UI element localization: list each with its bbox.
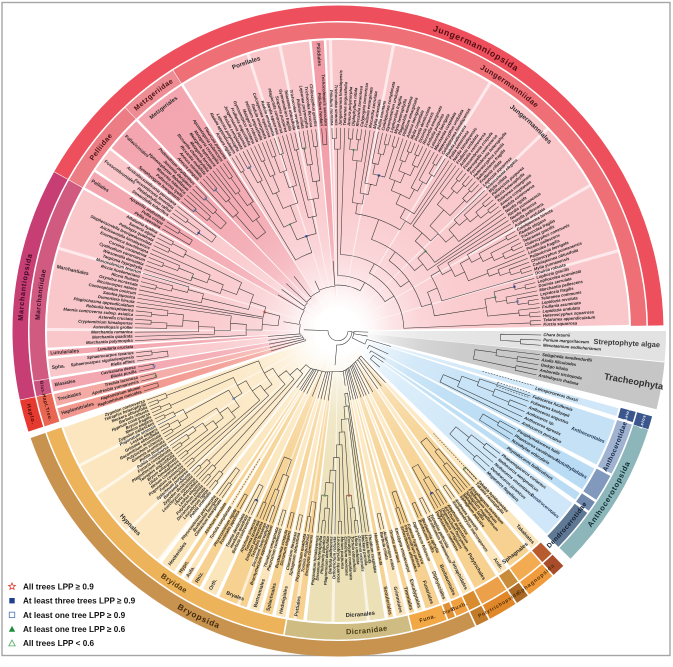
svg-text:Lepidozia undulata: Lepidozia undulata (542, 305, 580, 314)
svg-text:Ptilidiales: Ptilidiales (315, 43, 323, 66)
svg-text:Spha.: Spha. (51, 363, 66, 371)
svg-text:Philonotis japonica: Philonotis japonica (319, 535, 327, 574)
svg-text:Trichocoleopsis sacculata: Trichocoleopsis sacculata (321, 74, 329, 127)
svg-text:Treubiales: Treubiales (57, 391, 82, 403)
svg-text:Azolla filiculoides: Azolla filiculoides (540, 357, 577, 367)
svg-text:Tortula obtusifolia: Tortula obtusifolia (350, 536, 358, 573)
svg-text:Plagiomnium denticulata: Plagiomnium denticulata (323, 535, 330, 585)
svg-text:Grimmia orientalis: Grimmia orientalis (357, 535, 366, 572)
svg-text:All trees LPP ≥ 0.9: All trees LPP ≥ 0.9 (23, 582, 94, 591)
svg-text:Calypogeia tomentosa: Calypogeia tomentosa (359, 82, 369, 127)
svg-text:Telaranea appendiculatum: Telaranea appendiculatum (543, 315, 596, 323)
svg-text:Marchantia quadrata: Marchantia quadrata (92, 334, 133, 340)
svg-text:Riccardia tomentosa: Riccardia tomentosa (355, 85, 364, 127)
svg-text:Leucobryum squarrosa: Leucobryum squarrosa (336, 536, 341, 583)
svg-text:Lunularia cruciata: Lunularia cruciata (97, 344, 134, 352)
svg-text:Ptilidium hookeri: Ptilidium hookeri (317, 92, 325, 127)
svg-text:Kurzia squarrosa: Kurzia squarrosa (543, 321, 578, 327)
svg-text:Thuidium cuspidata: Thuidium cuspidata (367, 534, 378, 574)
svg-text:Hedwigiales: Hedwigiales (278, 585, 290, 614)
svg-text:Encalypta complanata: Encalypta complanata (347, 536, 354, 581)
svg-text:Sphaerocarpos texanus: Sphaerocarpos texanus (87, 350, 135, 360)
svg-text:Timmiales: Timmiales (402, 586, 414, 611)
svg-text:Diplophyllum nitida: Diplophyllum nitida (350, 87, 358, 126)
svg-text:Diph.: Diph. (442, 606, 456, 615)
svg-text:Dicranales: Dicranales (346, 611, 376, 619)
svg-text:Leio.: Leio. (623, 409, 631, 421)
svg-text:Chiloscyphus gracilis: Chiloscyphus gracilis (309, 84, 319, 128)
svg-text:All trees LPP < 0.6: All trees LPP < 0.6 (23, 639, 95, 648)
svg-text:Orth.: Orth. (208, 578, 219, 592)
svg-text:Chara braunii: Chara braunii (543, 332, 571, 338)
svg-text:Riella affinis: Riella affinis (110, 358, 135, 367)
svg-text:Pogonatum himalayensis: Pogonatum himalayensis (310, 535, 320, 586)
svg-text:Frullania emarginata: Frullania emarginata (363, 86, 374, 127)
svg-text:Dumortiera hirsuta: Dumortiera hirsuta (98, 294, 136, 304)
svg-text:Blas.: Blas. (39, 381, 46, 395)
svg-text:Neckera pumila: Neckera pumila (360, 535, 369, 567)
svg-text:Scouleriales: Scouleriales (382, 586, 393, 616)
svg-text:Haplo.: Haplo. (25, 403, 36, 425)
svg-text:Climacium montana: Climacium montana (343, 536, 349, 576)
svg-text:Tortula angustifolia: Tortula angustifolia (300, 533, 311, 572)
svg-text:Riccardia serrulata: Riccardia serrulata (368, 90, 379, 128)
svg-text:Grimmiales: Grimmiales (392, 586, 404, 614)
svg-text:Lejeunea polymorpha: Lejeunea polymorpha (298, 85, 310, 129)
svg-text:Telaranea communis: Telaranea communis (541, 289, 583, 300)
svg-text:At least three trees LPP ≥ 0.9: At least three trees LPP ≥ 0.9 (23, 597, 136, 606)
svg-text:Streptophyte algae: Streptophyte algae (593, 337, 660, 349)
svg-text:Telaranea angustifolia: Telaranea angustifolia (342, 81, 348, 125)
svg-text:Lepidozia revoluta: Lepidozia revoluta (541, 295, 578, 305)
svg-text:Dicranum heterophylla: Dicranum heterophylla (315, 535, 324, 581)
svg-text:Leios.: Leios. (638, 412, 647, 429)
svg-text:At least one tree LPP ≥ 0.6: At least one tree LPP ≥ 0.6 (23, 625, 126, 634)
svg-text:Trichocolea sinensis: Trichocolea sinensis (334, 85, 339, 127)
svg-text:Barbula ciliata: Barbula ciliata (379, 531, 390, 560)
svg-text:Lunulariales: Lunulariales (50, 348, 79, 356)
svg-text:Trichocolea flexuosa: Trichocolea flexuosa (304, 86, 314, 128)
svg-text:Mylia orientalis: Mylia orientalis (372, 98, 382, 129)
svg-text:Hookeria hirsuta: Hookeria hirsuta (373, 533, 384, 567)
svg-text:Asterella cruciata: Asterella cruciata (97, 314, 133, 321)
svg-text:Lepidozia fragilis: Lepidozia fragilis (540, 286, 575, 297)
svg-text:Reboulia hemisphaerica: Reboulia hemisphaerica (86, 303, 135, 313)
svg-text:Ginkgo biloba: Ginkgo biloba (540, 362, 569, 372)
svg-text:Pottiales: Pottiales (294, 596, 303, 617)
svg-text:Blasia pusilla: Blasia pusilla (110, 369, 138, 379)
svg-text:Cavicularia densa: Cavicularia densa (101, 364, 137, 375)
svg-text:Orthotrichum robusta: Orthotrichum robusta (331, 536, 337, 580)
svg-text:Jungermannia himalayensis: Jungermannia himalayensis (338, 69, 344, 125)
svg-text:At least one tree LPP ≥ 0.9: At least one tree LPP ≥ 0.9 (23, 611, 126, 620)
svg-text:Rhiz.: Rhiz. (194, 570, 205, 584)
svg-text:Mesotaenium endlicherianum: Mesotaenium endlicherianum (543, 343, 602, 352)
svg-text:Mannia controversa subsp. asia: Mannia controversa subsp. asiatica (63, 307, 134, 318)
svg-text:Ptilidium montana: Ptilidium montana (329, 90, 335, 127)
svg-text:Funa.: Funa. (419, 614, 437, 625)
svg-text:Barbula pallescens: Barbula pallescens (327, 536, 333, 575)
svg-text:Cryptomitrium himalayense: Cryptomitrium himalayense (78, 319, 133, 326)
svg-text:Pellia montana: Pellia montana (376, 100, 387, 130)
svg-text:Aneura polymorpha: Aneura polymorpha (346, 86, 353, 127)
svg-text:Penium margaritaceum: Penium margaritaceum (543, 337, 589, 344)
svg-text:Ulota undulata: Ulota undulata (353, 536, 360, 566)
svg-text:Aula.: Aula. (185, 565, 197, 579)
svg-text:Heteroscyphus squarrosa: Heteroscyphus squarrosa (543, 309, 595, 318)
svg-text:Encalypta communis: Encalypta communis (304, 534, 314, 576)
svg-text:Mnium purpurea: Mnium purpurea (340, 536, 346, 569)
svg-text:Leskea hirsuta: Leskea hirsuta (364, 534, 373, 564)
svg-text:Selaginella moellendorffii: Selaginella moellendorffii (542, 352, 593, 363)
svg-text:Blasiales: Blasiales (54, 378, 76, 388)
svg-text:Riccia fluitans: Riccia fluitans (111, 271, 140, 283)
svg-text:Ptilidium ciliata: Ptilidium ciliata (295, 98, 305, 129)
svg-text:Frullania acuminata: Frullania acuminata (542, 300, 582, 310)
svg-text:Marchantia polymorpha: Marchantia polymorpha (86, 338, 134, 345)
svg-text:Sandea japonica: Sandea japonica (103, 290, 137, 300)
svg-text:Asterellopsis grollei: Asterellopsis grollei (92, 324, 134, 330)
svg-text:Marchantia romanica: Marchantia romanica (91, 329, 133, 334)
